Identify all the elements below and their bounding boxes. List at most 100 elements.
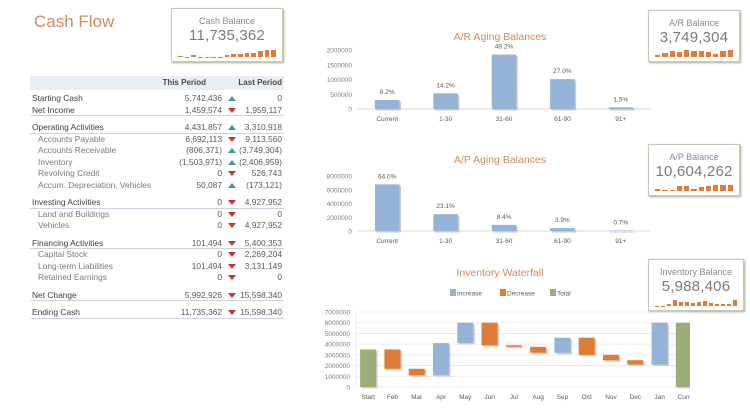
this-period-value: 6,692,113 (185, 133, 222, 144)
y-tick-label: 4000000 (325, 342, 351, 349)
waterfall-chart-title: Inventory Waterfall (456, 267, 544, 279)
waterfall-bar-decrease (481, 322, 498, 346)
this-period-value: 101,494 (191, 237, 222, 248)
waterfall-bar-increase (432, 343, 450, 376)
sparkline-bar (691, 188, 697, 191)
last-period-value: 15,598,340 (240, 307, 282, 317)
table-row: Ending Cash 11,735,362 15,598,340 (30, 307, 284, 319)
bar (550, 228, 575, 231)
row-label: Ending Cash (32, 307, 80, 317)
last-period-value: 4,927,952 (244, 197, 282, 207)
x-tick-label: Nov (605, 394, 617, 401)
waterfall-bar-decrease (602, 354, 620, 361)
trend-down-icon (228, 252, 236, 257)
y-tick-label: 0 (348, 229, 352, 236)
y-tick-label: 1000000 (325, 374, 351, 381)
this-period-value: 0 (217, 272, 222, 282)
x-tick-label: 61-90 (554, 238, 571, 245)
waterfall-bar-total (675, 322, 690, 387)
this-period-value: (806,371) (186, 145, 222, 155)
sparkline-bar (244, 53, 250, 57)
bar (491, 224, 517, 231)
row-label: Accounts Payable (38, 133, 106, 144)
sparkline-bar (238, 53, 243, 57)
this-period-value: 0 (217, 208, 222, 219)
sparkline-bar (231, 54, 237, 57)
bar-shadow (610, 231, 635, 233)
this-period-value: 0 (217, 197, 222, 207)
trend-up-icon (228, 96, 236, 101)
row-label: Accounts Receivable (38, 145, 117, 155)
table-row: Financing Activities 101,494 5,400,353 (30, 237, 284, 249)
bar (550, 79, 575, 109)
y-tick-label: 1500000 (327, 62, 353, 69)
last-period-value: 2,269,204 (244, 249, 282, 259)
sparkline-bar (705, 186, 712, 191)
table-row: Net Income 1,459,574 1,959,117 (30, 105, 284, 116)
x-tick-label: Jun (484, 394, 495, 401)
row-label: Long-term Liabilities (38, 260, 113, 271)
sparkline-bar (691, 302, 695, 306)
legend-swatch-increase (450, 289, 456, 296)
sparkline-bar (676, 186, 683, 191)
kpi-value: 3,749,304 (659, 29, 729, 46)
y-tick-label: 6000000 (327, 187, 353, 194)
table-row: Starting Cash 5,742,436 0 (30, 93, 284, 105)
waterfall-bar-increase (457, 322, 474, 344)
legend-swatch-total (550, 289, 556, 296)
sparkline-bar (727, 49, 733, 57)
kpi-ar-balance: A/R Balance 3,749,304 (648, 10, 740, 62)
row-label: Vehicles (38, 220, 70, 230)
x-tick-label: Jul (510, 394, 519, 401)
x-tick-label: Oct (582, 394, 592, 401)
sparkline-bar (703, 301, 707, 306)
this-period-value: 101,494 (191, 260, 222, 271)
last-period-value: 0 (277, 93, 282, 103)
table-row: Investing Activities 0 4,927,952 (30, 197, 284, 209)
waterfall-bar-decrease (627, 360, 644, 365)
ar-aging-chart: 0 500000 1000000 1500000 2000000 8.2% Current 1… (327, 44, 650, 123)
trend-down-icon (228, 263, 236, 269)
legend-swatch-decrease (500, 289, 506, 296)
data-label: 3.9% (555, 217, 570, 224)
sparkline-bar (721, 304, 725, 306)
this-period-value: 4,431,857 (184, 122, 222, 132)
this-period-value: 11,735,362 (180, 307, 222, 317)
sparkline-bar (673, 300, 677, 306)
trend-down-icon (228, 292, 236, 298)
table-row: Accounts Payable 6,692,113 9,113,560 (30, 134, 284, 146)
y-tick-label: 2000000 (327, 215, 353, 222)
table-row: Retained Earnings 0 0 (30, 272, 284, 284)
table-row: Capital Stock 0 2,269,204 (30, 249, 284, 261)
table-row: Land and Buildings 0 0 (30, 209, 284, 221)
sparkline-bar (698, 187, 704, 191)
row-label: Operating Activities (32, 122, 104, 132)
kpi-label: Cash Balance (198, 16, 256, 26)
trend-up-icon (228, 159, 236, 165)
sparkline-bar (224, 54, 230, 57)
waterfall-bar-decrease (530, 346, 547, 353)
kpi-value: 10,604,262 (655, 163, 733, 180)
bar (608, 107, 634, 109)
sparkline-bar (698, 51, 704, 57)
trend-up-icon (228, 182, 236, 188)
x-tick-label: 91+ (615, 116, 626, 123)
x-tick-label: Current (376, 116, 398, 123)
y-tick-label: 8000000 (327, 174, 353, 181)
y-tick-label: 500000 (330, 92, 352, 99)
sparkline-bar (669, 190, 675, 191)
legend-label: Decrease (507, 291, 535, 298)
x-tick-label: 91+ (615, 238, 626, 245)
sparkline-bar (720, 50, 726, 57)
y-tick-label: 2000000 (325, 363, 351, 370)
row-label: Net Change (32, 289, 77, 300)
sparkline-bar (727, 184, 733, 191)
waterfall-bar-decrease (578, 337, 595, 355)
data-label: 8.2% (380, 89, 395, 96)
sparkline (655, 183, 733, 191)
x-tick-label: Curr (678, 394, 690, 401)
sparkline-bar (697, 302, 701, 306)
waterfall-bar-decrease (384, 349, 401, 369)
waterfall-bar-total (360, 349, 377, 387)
data-label: 1.5% (613, 96, 628, 103)
